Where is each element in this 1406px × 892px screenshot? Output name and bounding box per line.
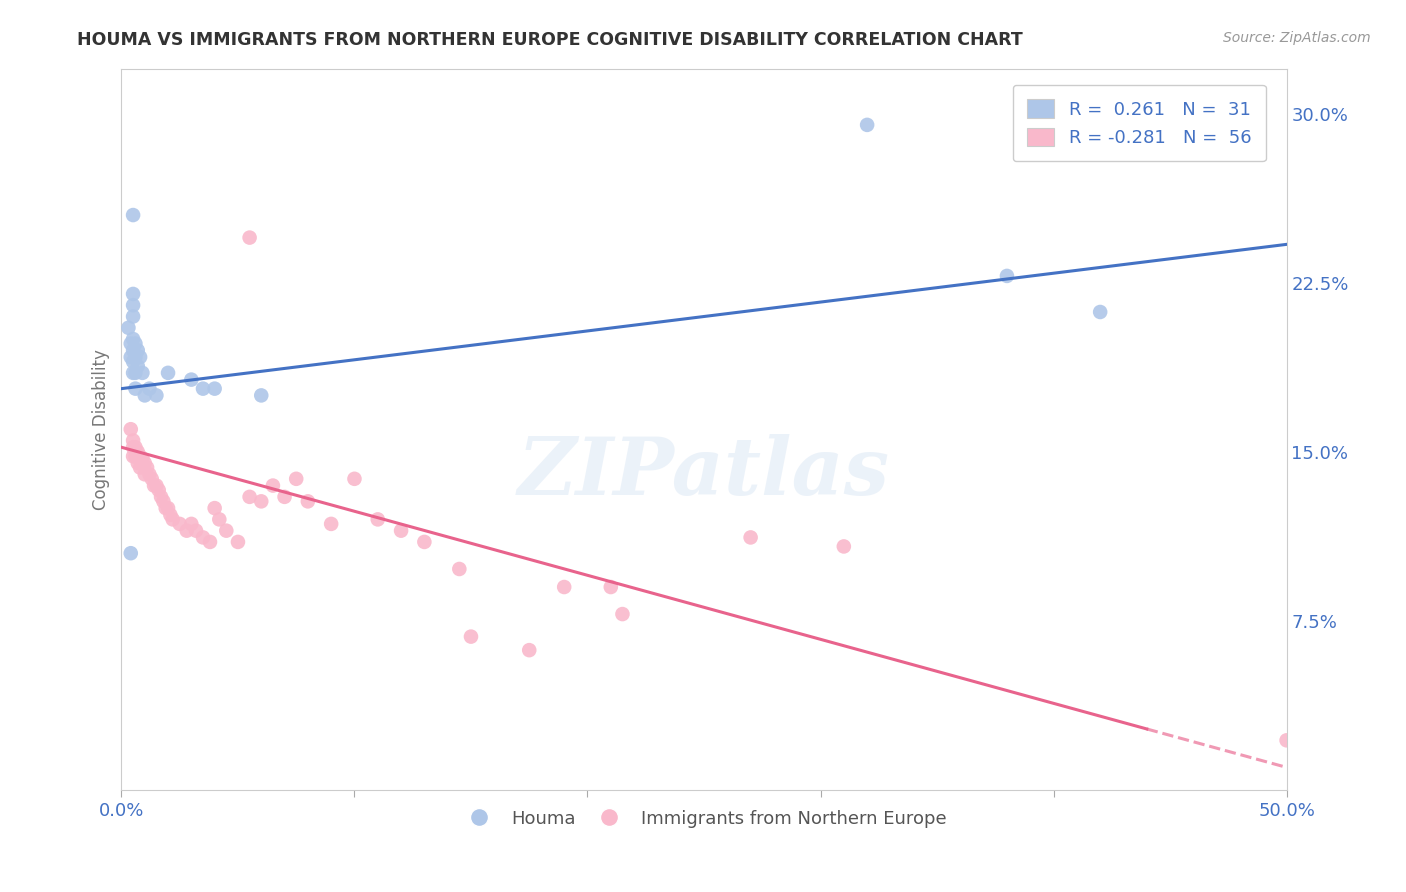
- Point: [157, 501, 180, 516]
- Point: [124, 366, 146, 380]
- Point: [343, 472, 366, 486]
- Point: [134, 388, 156, 402]
- Point: [120, 422, 142, 436]
- Point: [145, 388, 167, 402]
- Point: [143, 478, 166, 492]
- Point: [204, 382, 226, 396]
- Point: [129, 450, 152, 464]
- Point: [127, 343, 149, 358]
- Point: [131, 451, 153, 466]
- Point: [285, 472, 308, 486]
- Point: [517, 643, 540, 657]
- Point: [367, 512, 389, 526]
- Point: [239, 230, 262, 244]
- Point: [321, 516, 343, 531]
- Point: [122, 343, 145, 358]
- Point: [239, 490, 262, 504]
- Point: [124, 450, 146, 464]
- Point: [134, 467, 156, 482]
- Point: [180, 373, 202, 387]
- Point: [117, 320, 139, 334]
- Point: [127, 359, 149, 373]
- Point: [129, 460, 152, 475]
- Point: [159, 508, 181, 522]
- Point: [148, 483, 170, 497]
- Point: [152, 494, 174, 508]
- Y-axis label: Cognitive Disability: Cognitive Disability: [93, 349, 110, 509]
- Point: [129, 350, 152, 364]
- Point: [169, 516, 191, 531]
- Point: [124, 336, 146, 351]
- Point: [141, 472, 163, 486]
- Point: [127, 444, 149, 458]
- Point: [273, 490, 295, 504]
- Point: [208, 512, 231, 526]
- Point: [134, 456, 156, 470]
- Point: [250, 494, 273, 508]
- Point: [122, 287, 145, 301]
- Point: [856, 118, 879, 132]
- Point: [226, 535, 249, 549]
- Point: [204, 501, 226, 516]
- Point: [122, 354, 145, 368]
- Point: [553, 580, 575, 594]
- Point: [297, 494, 319, 508]
- Point: [162, 512, 184, 526]
- Text: Source: ZipAtlas.com: Source: ZipAtlas.com: [1223, 31, 1371, 45]
- Point: [138, 467, 160, 482]
- Point: [599, 580, 621, 594]
- Point: [127, 456, 149, 470]
- Point: [122, 310, 145, 324]
- Point: [145, 478, 167, 492]
- Point: [120, 336, 142, 351]
- Point: [460, 630, 482, 644]
- Point: [136, 460, 159, 475]
- Point: [157, 366, 180, 380]
- Point: [176, 524, 198, 538]
- Point: [180, 516, 202, 531]
- Point: [124, 382, 146, 396]
- Point: [138, 382, 160, 396]
- Point: [124, 440, 146, 454]
- Point: [150, 490, 173, 504]
- Point: [122, 298, 145, 312]
- Point: [122, 208, 145, 222]
- Point: [1088, 305, 1111, 319]
- Point: [122, 366, 145, 380]
- Point: [122, 440, 145, 454]
- Point: [122, 450, 145, 464]
- Point: [184, 524, 207, 538]
- Text: HOUMA VS IMMIGRANTS FROM NORTHERN EUROPE COGNITIVE DISABILITY CORRELATION CHART: HOUMA VS IMMIGRANTS FROM NORTHERN EUROPE…: [77, 31, 1024, 49]
- Point: [120, 350, 142, 364]
- Point: [198, 535, 221, 549]
- Point: [740, 530, 762, 544]
- Point: [449, 562, 471, 576]
- Point: [1275, 733, 1298, 747]
- Point: [191, 530, 214, 544]
- Point: [124, 350, 146, 364]
- Point: [120, 546, 142, 560]
- Point: [215, 524, 238, 538]
- Point: [250, 388, 273, 402]
- Legend: Houma, Immigrants from Northern Europe: Houma, Immigrants from Northern Europe: [454, 803, 955, 835]
- Point: [612, 607, 634, 621]
- Point: [122, 332, 145, 346]
- Point: [122, 434, 145, 448]
- Point: [191, 382, 214, 396]
- Point: [832, 540, 855, 554]
- Text: ZIPatlas: ZIPatlas: [517, 434, 890, 511]
- Point: [262, 478, 284, 492]
- Point: [155, 501, 177, 516]
- Point: [413, 535, 436, 549]
- Point: [131, 366, 153, 380]
- Point: [995, 268, 1018, 283]
- Point: [389, 524, 412, 538]
